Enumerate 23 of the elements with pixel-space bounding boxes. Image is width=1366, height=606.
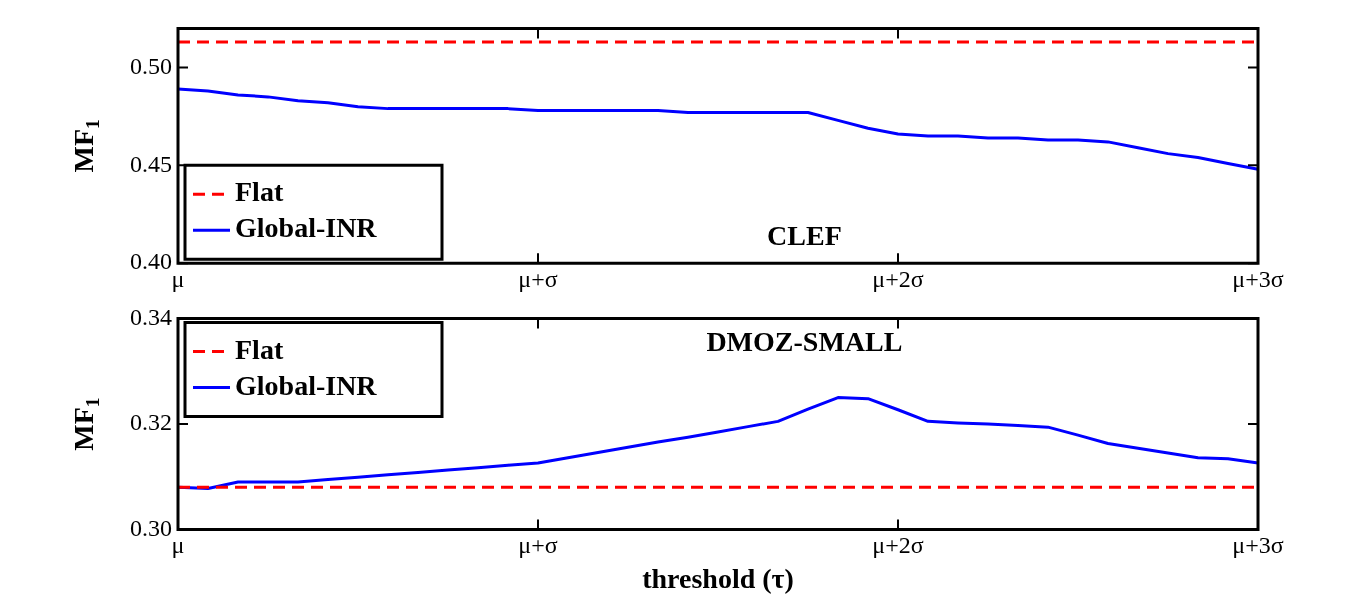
y-tick-label: 0.45 (130, 150, 172, 177)
x-axis-title: threshold (τ) (642, 563, 794, 595)
chart-title: DMOZ-SMALL (706, 325, 903, 357)
x-tick-label: μ+3σ (1232, 265, 1284, 292)
x-tick-label: μ (171, 265, 185, 292)
x-tick-label: μ+2σ (872, 532, 924, 559)
x-tick-label: μ+σ (518, 265, 558, 292)
text: CLEF (767, 220, 842, 252)
y-axis-title: MF1 (68, 119, 104, 173)
x-tick-label: μ+2σ (872, 265, 924, 292)
y-tick-label: 0.32 (130, 409, 172, 436)
y-tick-label: 0.30 (130, 514, 172, 541)
legend-label: Flat (235, 176, 284, 208)
y-tick-label: 0.40 (130, 248, 172, 275)
x-tick-label: μ+σ (518, 532, 558, 559)
x-tick-label: μ (171, 532, 185, 559)
legend-label: Global-INR (235, 212, 378, 244)
y-tick-label: 0.50 (130, 52, 172, 79)
y-axis-title: MF1 (68, 397, 104, 451)
y-tick-label: 0.34 (130, 303, 172, 330)
legend-label: Global-INR (235, 369, 378, 401)
legend-label: Flat (235, 333, 284, 365)
x-tick-label: μ+3σ (1232, 532, 1284, 559)
